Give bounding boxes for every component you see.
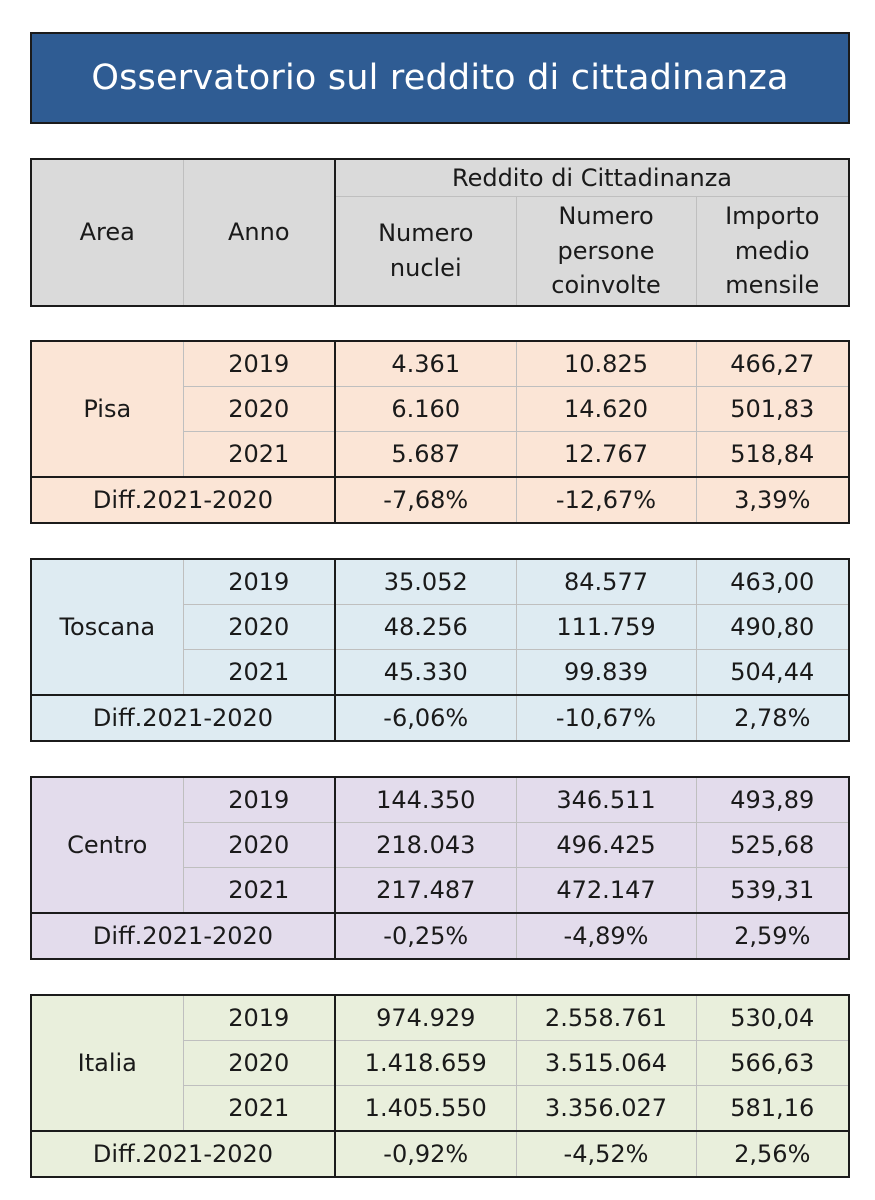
persone-cell: 10.825	[515, 340, 697, 387]
nuclei-cell: 45.330	[334, 649, 517, 696]
diff-persone: -4,52%	[515, 1130, 697, 1178]
year-cell: 2019	[182, 558, 336, 605]
diff-nuclei: -0,92%	[334, 1130, 517, 1178]
nuclei-cell: 48.256	[334, 604, 517, 650]
year-cell: 2020	[182, 1040, 336, 1086]
nuclei-cell: 974.929	[334, 994, 517, 1041]
year-cell: 2019	[182, 994, 336, 1041]
region-table-pisa: Pisa 2019 4.361 10.825 466,27 2020 6.160…	[30, 340, 850, 524]
region-table-italia: Italia 2019 974.929 2.558.761 530,04 202…	[30, 994, 850, 1178]
region-table-centro: Centro 2019 144.350 346.511 493,89 2020 …	[30, 776, 850, 960]
persone-cell: 472.147	[515, 867, 697, 914]
year-cell: 2021	[182, 649, 336, 696]
page-title: Osservatorio sul reddito di cittadinanza	[30, 32, 850, 124]
diff-label: Diff.2021-2020	[30, 694, 336, 742]
table-row: 2021 45.330 99.839 504,44	[31, 649, 850, 696]
importo-cell: 501,83	[695, 386, 850, 432]
persone-cell: 14.620	[515, 386, 697, 432]
table-row: 2020 48.256 111.759 490,80	[31, 604, 850, 650]
table-row: Pisa 2019 4.361 10.825 466,27	[30, 340, 850, 478]
table-row: Centro 2019 144.350 346.511 493,89	[30, 776, 850, 914]
diff-row: Diff.2021-2020 -6,06% -10,67% 2,78%	[30, 694, 850, 742]
diff-persone: -10,67%	[515, 694, 697, 742]
header-area: Area	[30, 158, 184, 307]
header-group-reddito: Reddito di Cittadinanza	[334, 158, 850, 197]
nuclei-cell: 1.418.659	[334, 1040, 517, 1086]
diff-importo: 2,78%	[695, 694, 850, 742]
table-row: 2020 1.418.659 3.515.064 566,63	[31, 1040, 850, 1086]
persone-cell: 84.577	[515, 558, 697, 605]
diff-row: Diff.2021-2020 -0,25% -4,89% 2,59%	[30, 912, 850, 960]
importo-cell: 530,04	[695, 994, 850, 1041]
year-cell: 2020	[182, 604, 336, 650]
persone-cell: 2.558.761	[515, 994, 697, 1041]
diff-row: Diff.2021-2020 -7,68% -12,67% 3,39%	[30, 476, 850, 524]
nuclei-cell: 35.052	[334, 558, 517, 605]
table-header: Area Anno Reddito di Cittadinanza Numero…	[30, 158, 850, 307]
diff-importo: 2,59%	[695, 912, 850, 960]
importo-cell: 466,27	[695, 340, 850, 387]
importo-cell: 581,16	[695, 1085, 850, 1132]
diff-label: Diff.2021-2020	[30, 912, 336, 960]
header-numero-nuclei: Numero nuclei	[334, 196, 517, 307]
persone-cell: 3.515.064	[515, 1040, 697, 1086]
diff-nuclei: -6,06%	[334, 694, 517, 742]
importo-cell: 493,89	[695, 776, 850, 823]
region-name: Pisa	[30, 340, 184, 478]
diff-nuclei: -0,25%	[334, 912, 517, 960]
nuclei-cell: 217.487	[334, 867, 517, 914]
importo-cell: 539,31	[695, 867, 850, 914]
nuclei-cell: 4.361	[334, 340, 517, 387]
diff-label: Diff.2021-2020	[30, 476, 336, 524]
diff-persone: -4,89%	[515, 912, 697, 960]
year-cell: 2021	[182, 867, 336, 914]
table-row: Toscana 2019 35.052 84.577 463,00	[30, 558, 850, 696]
diff-label: Diff.2021-2020	[30, 1130, 336, 1178]
persone-cell: 3.356.027	[515, 1085, 697, 1132]
table-row: Italia 2019 974.929 2.558.761 530,04	[30, 994, 850, 1132]
importo-cell: 525,68	[695, 822, 850, 868]
diff-row: Diff.2021-2020 -0,92% -4,52% 2,56%	[30, 1130, 850, 1178]
nuclei-cell: 6.160	[334, 386, 517, 432]
importo-cell: 463,00	[695, 558, 850, 605]
year-cell: 2020	[182, 386, 336, 432]
persone-cell: 99.839	[515, 649, 697, 696]
year-cell: 2021	[182, 431, 336, 478]
diff-nuclei: -7,68%	[334, 476, 517, 524]
diff-importo: 3,39%	[695, 476, 850, 524]
importo-cell: 490,80	[695, 604, 850, 650]
year-cell: 2021	[182, 1085, 336, 1132]
persone-cell: 111.759	[515, 604, 697, 650]
region-name: Centro	[30, 776, 184, 914]
persone-cell: 496.425	[515, 822, 697, 868]
diff-importo: 2,56%	[695, 1130, 850, 1178]
year-cell: 2019	[182, 776, 336, 823]
importo-cell: 518,84	[695, 431, 850, 478]
nuclei-cell: 144.350	[334, 776, 517, 823]
year-cell: 2019	[182, 340, 336, 387]
persone-cell: 346.511	[515, 776, 697, 823]
diff-persone: -12,67%	[515, 476, 697, 524]
header-numero-persone: Numero persone coinvolte	[515, 196, 697, 307]
table-row: 2021 217.487 472.147 539,31	[31, 867, 850, 914]
region-table-toscana: Toscana 2019 35.052 84.577 463,00 2020 4…	[30, 558, 850, 742]
persone-cell: 12.767	[515, 431, 697, 478]
table-row: 2020 6.160 14.620 501,83	[31, 386, 850, 432]
nuclei-cell: 218.043	[334, 822, 517, 868]
header-anno: Anno	[182, 158, 336, 307]
nuclei-cell: 1.405.550	[334, 1085, 517, 1132]
nuclei-cell: 5.687	[334, 431, 517, 478]
importo-cell: 504,44	[695, 649, 850, 696]
table-row: 2020 218.043 496.425 525,68	[31, 822, 850, 868]
region-name: Italia	[30, 994, 184, 1132]
header-importo-medio: Importo medio mensile	[695, 196, 850, 307]
importo-cell: 566,63	[695, 1040, 850, 1086]
year-cell: 2020	[182, 822, 336, 868]
region-name: Toscana	[30, 558, 184, 696]
